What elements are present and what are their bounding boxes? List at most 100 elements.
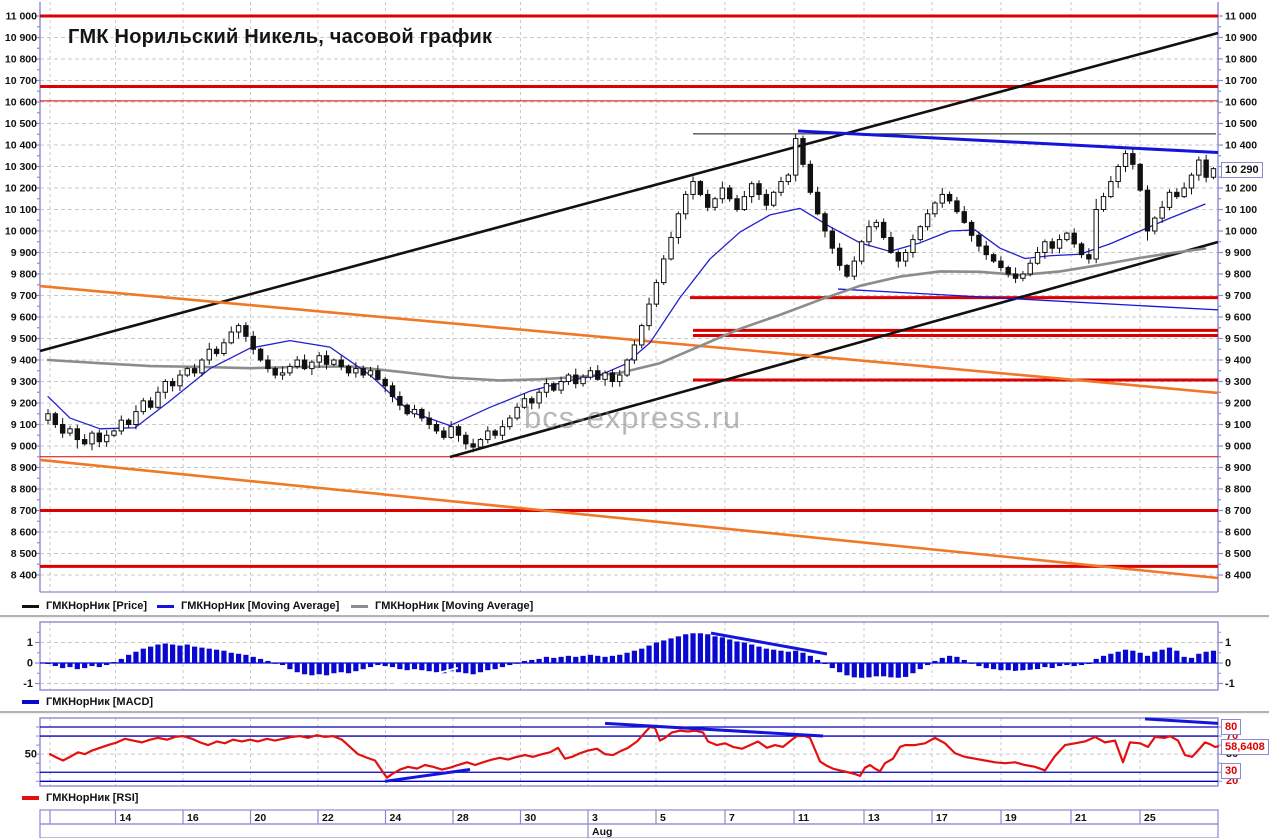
svg-text:8 500: 8 500 [11,548,37,560]
rsi-panel [39,717,1220,787]
svg-text:50: 50 [25,749,37,761]
svg-text:5: 5 [660,812,666,824]
last-price-box: 10 290 [1221,162,1263,178]
svg-text:10 100: 10 100 [5,204,37,216]
svg-text:-1: -1 [1225,678,1235,690]
svg-text:0: 0 [27,658,33,670]
svg-text:13: 13 [868,812,880,824]
svg-text:21: 21 [1075,812,1087,824]
svg-text:10 600: 10 600 [1225,97,1257,109]
watermark: bcs-express.ru [524,400,742,435]
svg-text:8 800: 8 800 [11,484,37,496]
svg-text:11: 11 [798,812,809,824]
legend-rsi-label: ГМКНорНик [RSI] [46,792,139,804]
svg-text:22: 22 [322,812,334,824]
date-axis: 14 16 20 22 24 28 30 3 5 7 11 13 17 19 21 25 Aug [39,809,1219,838]
svg-text:9 500: 9 500 [11,333,37,345]
legend-macd-label: ГМКНорНик [MACD] [46,696,154,708]
svg-text:9 300: 9 300 [11,376,37,388]
svg-text:9 900: 9 900 [1225,247,1251,259]
svg-text:9 600: 9 600 [1225,312,1251,324]
svg-text:0: 0 [1225,658,1231,670]
svg-text:8 900: 8 900 [11,462,37,474]
rsi-level-30-box: 30 [1221,763,1242,779]
legend-ma-slow-label: ГМКНорНик [Moving Average] [375,600,534,612]
svg-text:10 900: 10 900 [1225,32,1257,44]
svg-text:7: 7 [729,812,735,824]
svg-text:9 300: 9 300 [1225,376,1251,388]
svg-text:10 600: 10 600 [5,97,37,109]
macd-panel [39,621,1219,691]
rsi-value-box: 58,6408 [1221,739,1269,755]
legend-ma-fast: ГМКНорНик [Moving Average] [157,599,339,613]
axis-labels: 8 400 8 400 8 500 8 500 8 600 8 600 8 700 8 700… [5,11,1257,782]
svg-text:1: 1 [27,637,33,649]
macd-swatch [22,700,39,704]
svg-text:9 800: 9 800 [11,269,37,281]
svg-text:10 100: 10 100 [1225,204,1257,216]
rsi-swatch [22,796,39,800]
svg-text:8 800: 8 800 [1225,484,1251,496]
svg-text:8 500: 8 500 [1225,548,1251,560]
legend-price: ГМКНорНик [Price] [22,599,147,613]
svg-text:9 100: 9 100 [11,419,37,431]
svg-text:10 400: 10 400 [5,140,37,152]
svg-text:10 500: 10 500 [5,118,37,130]
svg-text:10 300: 10 300 [5,161,37,173]
legend-ma-slow: ГМКНорНик [Moving Average] [351,599,533,613]
ma-slow-swatch [351,604,368,608]
price-panel [0,2,1269,715]
svg-text:10 000: 10 000 [5,226,37,238]
svg-text:25: 25 [1144,812,1156,824]
legend-price-label: ГМКНорНик [Price] [46,600,147,612]
svg-text:17: 17 [936,812,948,824]
svg-text:9 000: 9 000 [11,441,37,453]
svg-text:8 700: 8 700 [11,505,37,517]
svg-text:9 200: 9 200 [11,398,37,410]
svg-text:9 900: 9 900 [11,247,37,259]
svg-text:8 900: 8 900 [1225,462,1251,474]
svg-text:3: 3 [592,812,598,824]
svg-text:14: 14 [120,812,132,824]
svg-text:28: 28 [457,812,469,824]
svg-text:9 100: 9 100 [1225,419,1251,431]
svg-text:8 400: 8 400 [1225,570,1251,582]
svg-text:Aug: Aug [592,826,612,838]
legend-macd: ГМКНорНик [MACD] [22,695,153,709]
svg-text:8 400: 8 400 [11,570,37,582]
svg-text:10 200: 10 200 [1225,183,1257,195]
svg-text:9 500: 9 500 [1225,333,1251,345]
svg-text:9 200: 9 200 [1225,398,1251,410]
svg-text:9 800: 9 800 [1225,269,1251,281]
svg-text:9 600: 9 600 [11,312,37,324]
svg-text:8 600: 8 600 [11,527,37,539]
svg-text:9 000: 9 000 [1225,441,1251,453]
rsi-level-80-box: 80 [1221,719,1242,735]
price-line-swatch [22,604,39,608]
svg-text:-1: -1 [23,678,33,690]
svg-text:8 700: 8 700 [1225,505,1251,517]
legend-rsi: ГМКНорНик [RSI] [22,791,138,805]
svg-text:10 400: 10 400 [1225,140,1257,152]
svg-text:10 700: 10 700 [5,75,37,87]
svg-text:19: 19 [1005,812,1017,824]
svg-text:10 500: 10 500 [1225,118,1257,130]
svg-text:11 000: 11 000 [1225,11,1257,23]
svg-text:1: 1 [1225,637,1231,649]
svg-text:10 000: 10 000 [1225,226,1257,238]
svg-text:10 200: 10 200 [5,183,37,195]
svg-text:10 700: 10 700 [1225,75,1257,87]
svg-text:9 700: 9 700 [11,290,37,302]
svg-text:8 600: 8 600 [1225,527,1251,539]
svg-text:10 800: 10 800 [1225,54,1257,66]
svg-text:9 400: 9 400 [11,355,37,367]
svg-text:11 000: 11 000 [5,11,37,23]
svg-text:10 800: 10 800 [5,54,37,66]
svg-text:9 700: 9 700 [1225,290,1251,302]
svg-text:24: 24 [390,812,402,824]
gridlines [40,2,1218,786]
svg-text:30: 30 [525,812,537,824]
chart-title: ГМК Норильский Никель, часовой график [68,26,493,48]
